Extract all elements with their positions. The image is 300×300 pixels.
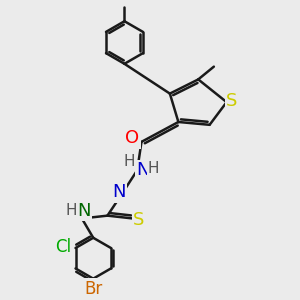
Text: H: H [148, 161, 159, 176]
Text: N: N [137, 161, 150, 179]
Text: H: H [124, 154, 135, 169]
Text: Cl: Cl [56, 238, 72, 256]
Text: S: S [133, 211, 144, 229]
Text: N: N [112, 183, 125, 201]
Text: S: S [226, 92, 237, 110]
Text: O: O [125, 129, 140, 147]
Text: N: N [77, 202, 91, 220]
Text: Br: Br [84, 280, 102, 298]
Text: H: H [65, 203, 77, 218]
